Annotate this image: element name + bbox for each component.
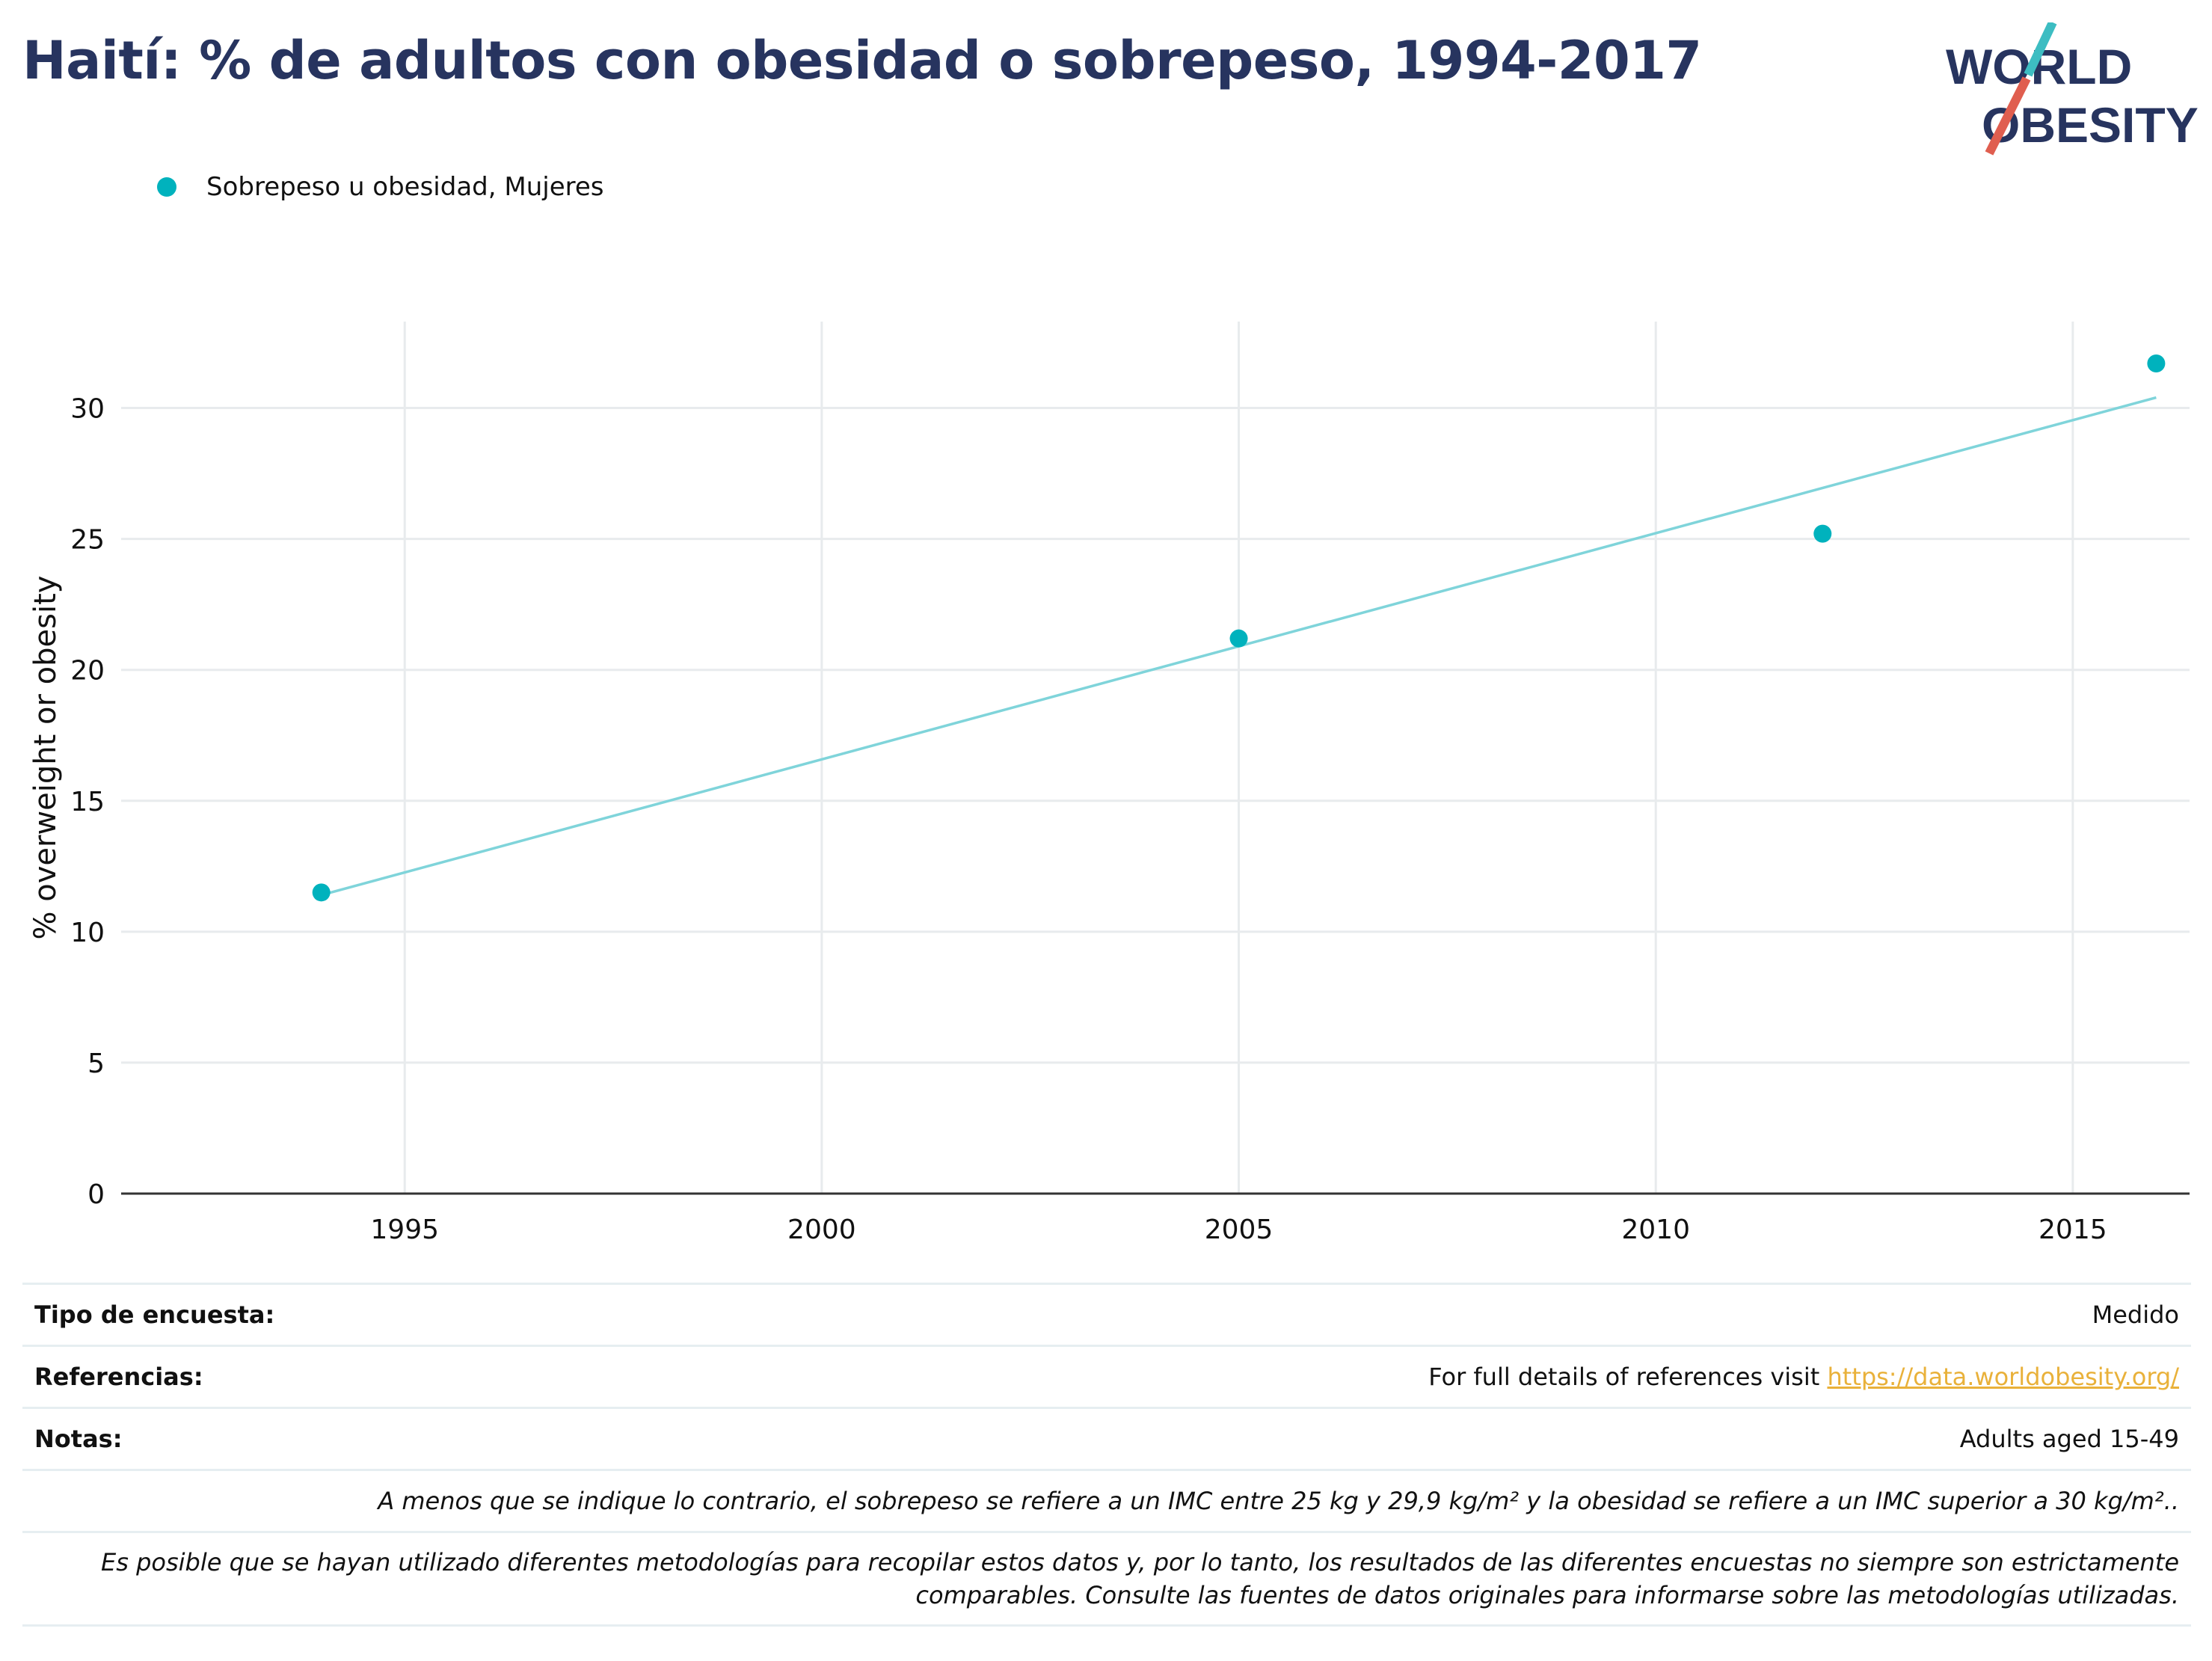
y-tick-label: 5 xyxy=(87,1049,105,1079)
x-tick-label: 2015 xyxy=(2039,1215,2107,1245)
y-tick-label: 15 xyxy=(70,787,105,817)
note-bmi: A menos que se indique lo contrario, el … xyxy=(378,1487,2179,1515)
data-point xyxy=(2147,354,2166,373)
x-tick-label: 2000 xyxy=(787,1215,856,1245)
references-text: For full details of references visit xyxy=(1428,1363,1828,1391)
data-point xyxy=(312,883,331,902)
survey-type-value: Medido xyxy=(2092,1301,2179,1329)
notes-row: Notas: Adults aged 15-49 xyxy=(22,1409,2191,1471)
legend-marker xyxy=(157,177,176,197)
logo-slash-top xyxy=(2024,22,2057,77)
references-row: Referencias: For full details of referen… xyxy=(22,1347,2191,1409)
legend-label: Sobrepeso u obesidad, Mujeres xyxy=(206,172,604,202)
survey-type-row: Tipo de encuesta: Medido xyxy=(22,1283,2191,1347)
note-methodology-row: Es posible que se hayan utilizado difere… xyxy=(22,1533,2191,1627)
logo-line2: OBESITY xyxy=(1982,97,2199,153)
y-tick-label: 20 xyxy=(70,656,105,687)
note-methodology-line2: comparables. Consulte las fuentes de dat… xyxy=(915,1581,2179,1609)
chart-title: Haití: % de adultos con obesidad o sobre… xyxy=(22,30,1702,91)
references-value: For full details of references visit htt… xyxy=(1428,1363,2191,1391)
legend: Sobrepeso u obesidad, Mujeres xyxy=(157,171,603,203)
references-link[interactable]: https://data.worldobesity.org/ xyxy=(1827,1363,2179,1391)
note-methodology-line1: Es posible que se hayan utilizado difere… xyxy=(101,1548,2179,1576)
y-tick-label: 25 xyxy=(70,525,105,556)
x-tick-label: 1995 xyxy=(370,1215,439,1245)
info-table: Tipo de encuesta: Medido Referencias: Fo… xyxy=(22,1283,2191,1627)
data-point xyxy=(1229,629,1248,648)
notes-label: Notas: xyxy=(34,1425,123,1453)
survey-type-label: Tipo de encuesta: xyxy=(34,1301,275,1329)
scatter-chart: 1995 2000 2005 2010 2015 0 5 10 15 20 25 30 % overwe… xyxy=(28,322,2190,1245)
y-axis-label: % overweight or obesity xyxy=(28,576,63,940)
x-tick-label: 2010 xyxy=(1621,1215,1690,1245)
y-tick-label: 10 xyxy=(70,918,105,948)
note-methodology: Es posible que se hayan utilizado difere… xyxy=(22,1546,2191,1612)
notes-value: Adults aged 15-49 xyxy=(1959,1425,2179,1453)
references-label: Referencias: xyxy=(34,1363,203,1391)
x-tick-label: 2005 xyxy=(1205,1215,1274,1245)
y-tick-label: 30 xyxy=(70,394,105,425)
note-bmi-row: A menos que se indique lo contrario, el … xyxy=(22,1471,2191,1533)
world-obesity-logo: WORLD OBESITY xyxy=(1946,22,2199,156)
logo-slash-bottom xyxy=(1985,76,2031,156)
y-tick-label: 0 xyxy=(87,1179,105,1210)
data-point xyxy=(1813,524,1832,543)
